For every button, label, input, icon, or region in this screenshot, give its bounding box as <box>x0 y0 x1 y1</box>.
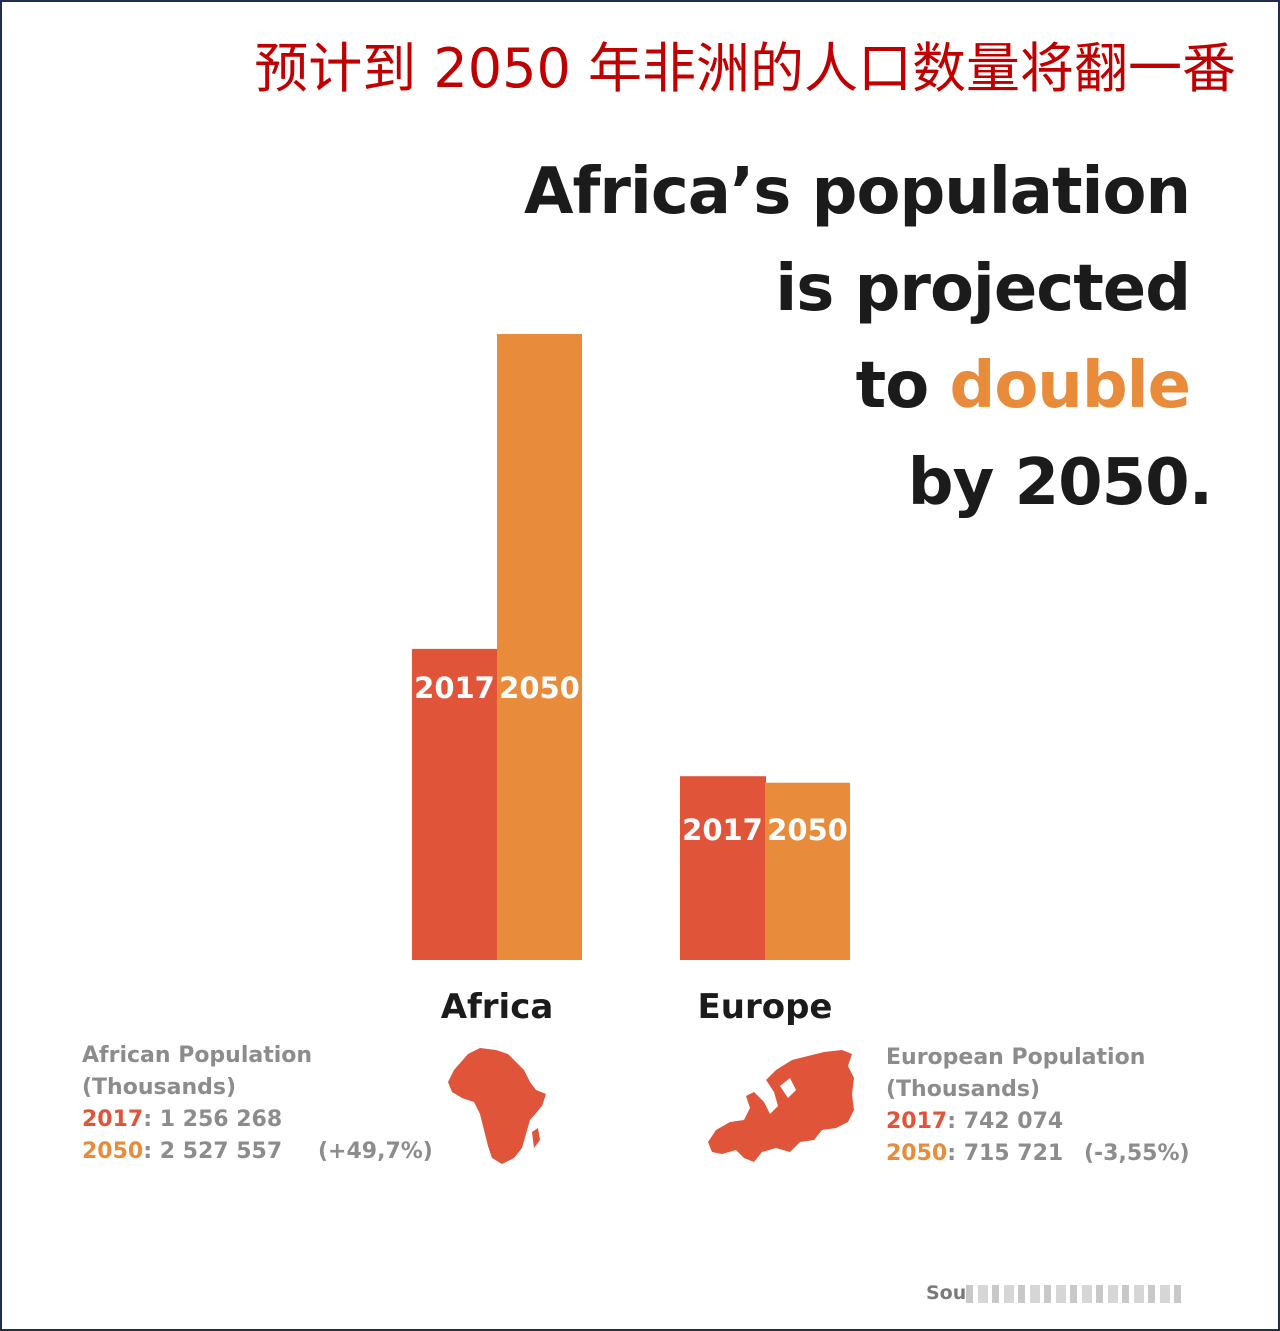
africa-stats-2050: 2050: 2 527 557 (+49,7%) <box>82 1136 433 1168</box>
source-blurred <box>966 1284 1187 1303</box>
headline-line-3-prefix: to <box>855 349 950 423</box>
category-label-africa: Africa <box>441 987 554 1027</box>
europe-stats-title: European Population <box>886 1045 1146 1070</box>
africa-2017-label: 2017 <box>82 1107 144 1132</box>
africa-map-icon <box>448 1048 546 1164</box>
europe-map-icon <box>708 1050 854 1162</box>
europe-scandinavia-gap <box>780 1078 796 1098</box>
europe-2050-label: 2050 <box>886 1141 948 1166</box>
bar-africa-2050 <box>497 334 582 960</box>
africa-stats-title: African Population <box>82 1043 313 1068</box>
headline-line-3: to double <box>524 338 1191 435</box>
europe-2017-label: 2017 <box>886 1109 948 1134</box>
europe-2050-value: : 715 721 <box>947 1141 1064 1166</box>
bar-europe-2017 <box>680 776 766 960</box>
africa-2050-label: 2050 <box>82 1139 144 1164</box>
europe-2017-value: : 742 074 <box>947 1109 1064 1134</box>
bar-label-europe-2050: 2050 <box>767 813 848 847</box>
africa-stats-unit: (Thousands) <box>82 1075 236 1100</box>
headline-line-1: Africa’s population <box>523 155 1191 229</box>
europe-stats: European Population (Thousands) 2017: 74… <box>886 1042 1190 1170</box>
bar-europe-2050 <box>765 782 850 960</box>
chinese-title: 预计到 2050 年非洲的人口数量将翻一番 <box>254 37 1236 100</box>
europe-stats-unit: (Thousands) <box>886 1077 1040 1102</box>
bar-africa-2017 <box>412 648 498 960</box>
africa-2017-value: : 1 256 268 <box>143 1107 283 1132</box>
africa-stats: African Population (Thousands) 2017: 1 2… <box>82 1040 433 1168</box>
bar-label-africa-2050: 2050 <box>499 671 580 705</box>
headline-line-2: is projected <box>775 252 1191 326</box>
bar-label-europe-2017: 2017 <box>682 813 763 847</box>
bar-label-africa-2017: 2017 <box>414 671 495 705</box>
europe-stats-2050: 2050: 715 721 (-3,55%) <box>886 1138 1190 1170</box>
headline-highlight: double <box>949 349 1191 423</box>
africa-change: (+49,7%) <box>318 1139 433 1164</box>
europe-stats-2017: 2017: 742 074 <box>886 1106 1145 1138</box>
source-credit: Sou <box>926 1282 1187 1304</box>
category-label-europe: Europe <box>698 987 833 1027</box>
africa-stats-2017: 2017: 1 256 268 <box>82 1104 312 1136</box>
africa-2050-value: : 2 527 557 <box>143 1139 283 1164</box>
headline: Africa’s population is projected to doub… <box>523 144 1213 532</box>
source-prefix: Sou <box>926 1282 967 1304</box>
europe-change: (-3,55%) <box>1084 1141 1190 1166</box>
headline-line-4: by 2050. <box>907 446 1213 520</box>
